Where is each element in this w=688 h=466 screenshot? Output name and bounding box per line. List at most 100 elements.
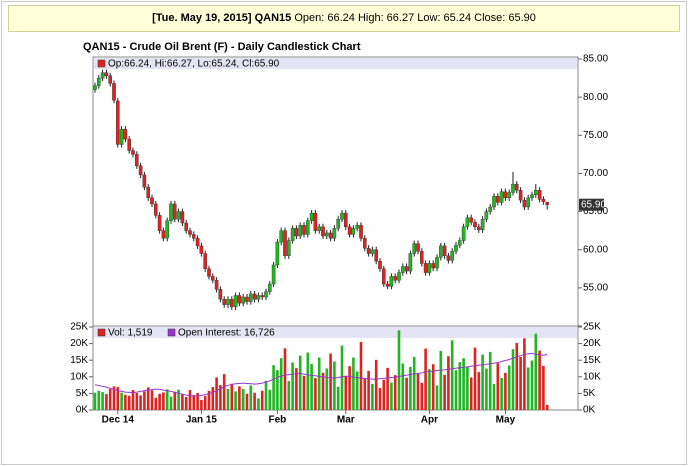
candle-body <box>138 165 143 176</box>
candle-body <box>104 72 109 76</box>
candle-body <box>199 245 204 254</box>
volume-bar <box>215 377 218 410</box>
volume-bar <box>241 389 245 410</box>
volume-bar <box>431 364 435 410</box>
candle-body <box>131 150 135 155</box>
volume-bar <box>264 380 268 410</box>
legend-strip <box>94 58 577 69</box>
volume-bar <box>93 392 97 410</box>
candle-body <box>169 203 173 221</box>
volume-bar <box>139 395 142 410</box>
candle-body <box>245 296 249 302</box>
volume-bar <box>101 392 104 410</box>
candle-body <box>374 249 379 262</box>
volume-bar <box>439 350 443 410</box>
last-price-tag <box>579 198 604 211</box>
candle-body <box>545 201 549 205</box>
candle-body <box>237 295 242 304</box>
candle-body <box>427 263 432 273</box>
candle-body <box>153 203 158 216</box>
volume-bar <box>333 361 336 410</box>
candle-body <box>325 232 329 237</box>
y-tick-label: 0K <box>76 405 89 416</box>
volume-bar <box>283 348 287 410</box>
volume-bar <box>530 360 534 410</box>
legend-label: Op:66.24, Hi:66.27, Lo:65.24, Cl:65.90 <box>108 59 280 70</box>
volume-bar <box>181 394 184 410</box>
open-interest-line <box>94 352 548 397</box>
volume-bar <box>97 390 101 410</box>
volume-bar <box>257 398 260 410</box>
candle-body <box>382 268 386 285</box>
candle-body <box>469 217 474 223</box>
volume-bar <box>234 391 237 410</box>
candle-body <box>454 244 458 252</box>
candle-body <box>290 228 295 241</box>
candle-body <box>287 240 291 257</box>
candle-body <box>313 212 318 231</box>
candle-body <box>488 206 493 212</box>
candle-body <box>378 260 382 269</box>
volume-bar <box>321 372 325 410</box>
volume-bar <box>200 400 203 410</box>
volume-bar <box>473 347 477 410</box>
legend-swatch <box>167 328 176 337</box>
volume-bar <box>428 369 431 410</box>
y-tick-label: 80.00 <box>583 92 608 103</box>
candle-body <box>496 196 500 203</box>
y-tick-label: 20K <box>70 338 88 349</box>
candle-body <box>115 100 120 145</box>
volume-bar <box>420 382 424 410</box>
volume-bar <box>507 365 511 410</box>
volume-bar <box>397 330 401 410</box>
volume-bar <box>542 365 545 410</box>
legend-swatch <box>97 328 106 337</box>
candle-body <box>218 289 223 300</box>
candle-body <box>150 197 154 205</box>
candle-body <box>393 276 398 281</box>
volume-bar <box>450 340 454 410</box>
y-tick-label: 15K <box>70 355 88 366</box>
candle-body <box>275 241 280 266</box>
y-tick-label: 25K <box>70 322 88 333</box>
volume-bar <box>188 390 192 410</box>
candle-body <box>507 192 512 199</box>
candle-body <box>146 186 151 199</box>
volume-bar <box>424 348 427 410</box>
volume-bar <box>276 370 279 410</box>
candle-body <box>458 240 462 246</box>
volume-bar <box>295 368 298 410</box>
plot-frame <box>92 56 579 411</box>
quote: Open: 66.24 High: 66.27 Low: 65.24 Close… <box>294 12 536 24</box>
volume-bar <box>112 386 116 410</box>
candle-body <box>188 230 192 235</box>
volume-bar <box>393 375 397 410</box>
volume-bar <box>443 374 446 410</box>
y-tick-label: 60.00 <box>583 244 608 255</box>
volume-bar <box>416 373 420 410</box>
volume-bar <box>492 384 496 410</box>
candle-body <box>226 299 230 305</box>
y-tick-label: 10K <box>583 371 601 382</box>
candle-body <box>363 238 367 249</box>
volume-bar <box>143 391 146 410</box>
candle-body <box>518 190 523 201</box>
candle-body <box>195 238 200 247</box>
volume-bar <box>127 395 131 410</box>
y-tick-label: 70.00 <box>583 168 608 179</box>
candle-body <box>119 128 124 145</box>
candle-body <box>499 191 504 203</box>
candle-body <box>96 77 101 86</box>
candle-body <box>317 226 322 231</box>
volume-bar <box>162 392 165 410</box>
candle-body <box>412 243 417 254</box>
volume-bar <box>359 341 363 410</box>
volume-bar <box>169 396 173 410</box>
candle-body <box>423 263 428 273</box>
volume-bar <box>462 358 465 410</box>
volume-bar <box>150 390 154 410</box>
volume-bar <box>238 386 241 410</box>
candle-body <box>302 225 306 235</box>
candle-body <box>229 299 234 308</box>
volume-bar <box>249 385 253 410</box>
